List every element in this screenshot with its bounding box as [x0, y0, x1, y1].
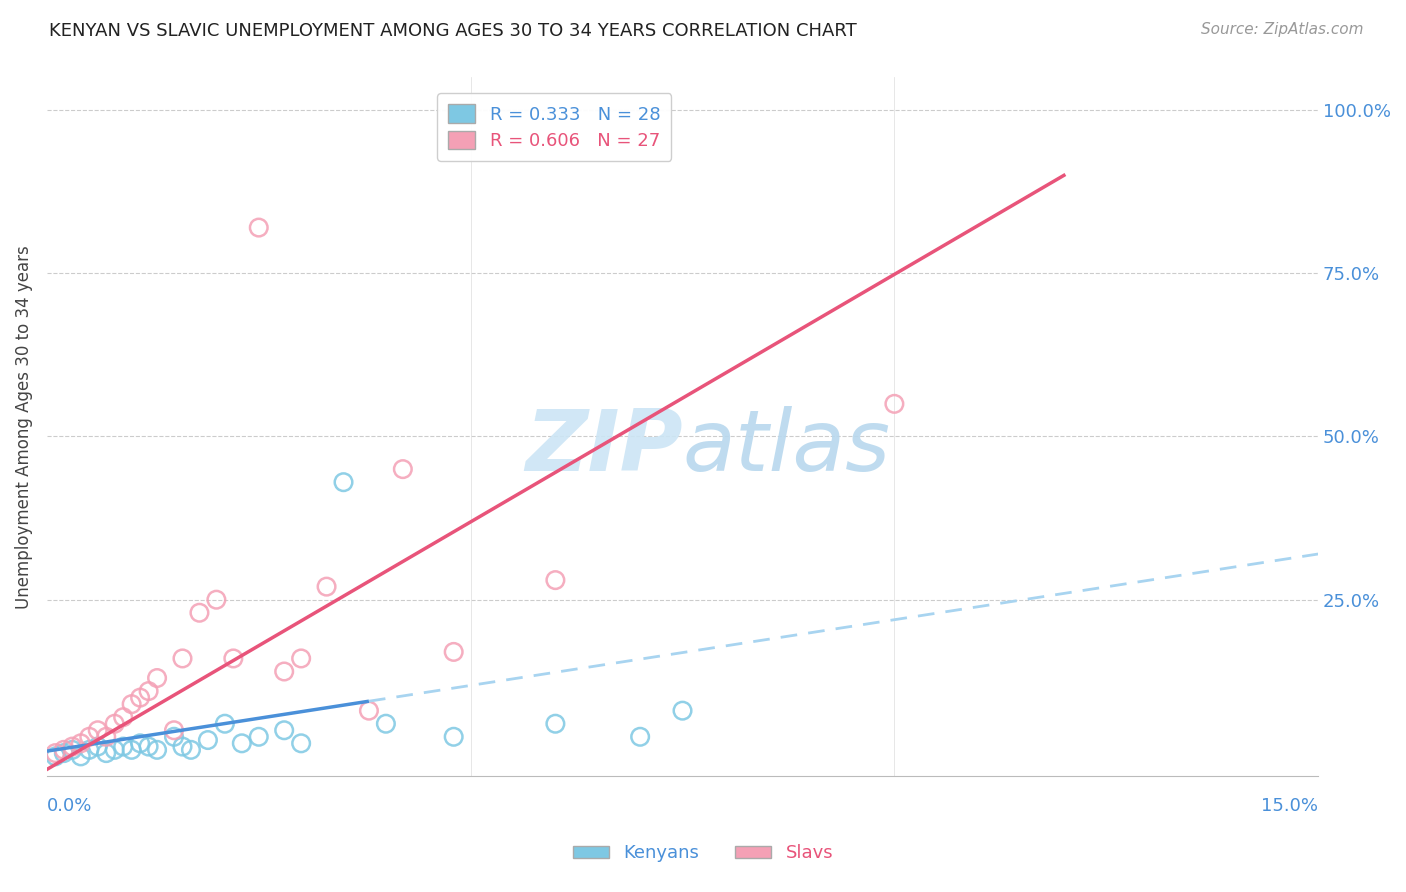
Text: KENYAN VS SLAVIC UNEMPLOYMENT AMONG AGES 30 TO 34 YEARS CORRELATION CHART: KENYAN VS SLAVIC UNEMPLOYMENT AMONG AGES…	[49, 22, 858, 40]
Text: ZIP: ZIP	[524, 406, 682, 489]
Point	[172, 739, 194, 754]
Legend: Kenyans, Slavs: Kenyans, Slavs	[565, 838, 841, 870]
Point	[138, 739, 160, 754]
Point	[77, 730, 100, 744]
Point	[231, 736, 253, 750]
Point	[96, 746, 118, 760]
Point	[188, 606, 211, 620]
Point	[96, 730, 118, 744]
Text: Source: ZipAtlas.com: Source: ZipAtlas.com	[1201, 22, 1364, 37]
Point	[104, 743, 127, 757]
Point	[883, 397, 905, 411]
Point	[52, 743, 75, 757]
Point	[60, 743, 83, 757]
Point	[60, 739, 83, 754]
Legend: R = 0.333   N = 28, R = 0.606   N = 27: R = 0.333 N = 28, R = 0.606 N = 27	[437, 94, 671, 161]
Point	[121, 697, 143, 711]
Point	[628, 730, 651, 744]
Text: 0.0%: 0.0%	[46, 797, 93, 815]
Point	[374, 716, 396, 731]
Text: 15.0%: 15.0%	[1261, 797, 1319, 815]
Point	[247, 220, 270, 235]
Point	[52, 746, 75, 760]
Point	[129, 690, 152, 705]
Point	[443, 730, 465, 744]
Point	[87, 723, 110, 738]
Point	[104, 716, 127, 731]
Point	[332, 475, 354, 490]
Point	[44, 746, 66, 760]
Text: atlas: atlas	[682, 406, 890, 489]
Point	[163, 723, 186, 738]
Point	[172, 651, 194, 665]
Point	[290, 651, 312, 665]
Point	[273, 665, 295, 679]
Point	[544, 573, 567, 587]
Point	[129, 736, 152, 750]
Point	[205, 592, 228, 607]
Point	[671, 704, 693, 718]
Point	[222, 651, 245, 665]
Point	[121, 743, 143, 757]
Point	[69, 749, 91, 764]
Point	[44, 749, 66, 764]
Point	[69, 736, 91, 750]
Point	[392, 462, 415, 476]
Point	[112, 710, 135, 724]
Point	[357, 704, 380, 718]
Y-axis label: Unemployment Among Ages 30 to 34 years: Unemployment Among Ages 30 to 34 years	[15, 244, 32, 608]
Point	[146, 671, 169, 685]
Point	[290, 736, 312, 750]
Point	[138, 684, 160, 698]
Point	[163, 730, 186, 744]
Point	[214, 716, 236, 731]
Point	[197, 733, 219, 747]
Point	[77, 743, 100, 757]
Point	[146, 743, 169, 757]
Point	[112, 739, 135, 754]
Point	[315, 580, 337, 594]
Point	[247, 730, 270, 744]
Point	[273, 723, 295, 738]
Point	[180, 743, 202, 757]
Point	[443, 645, 465, 659]
Point	[544, 716, 567, 731]
Point	[87, 739, 110, 754]
